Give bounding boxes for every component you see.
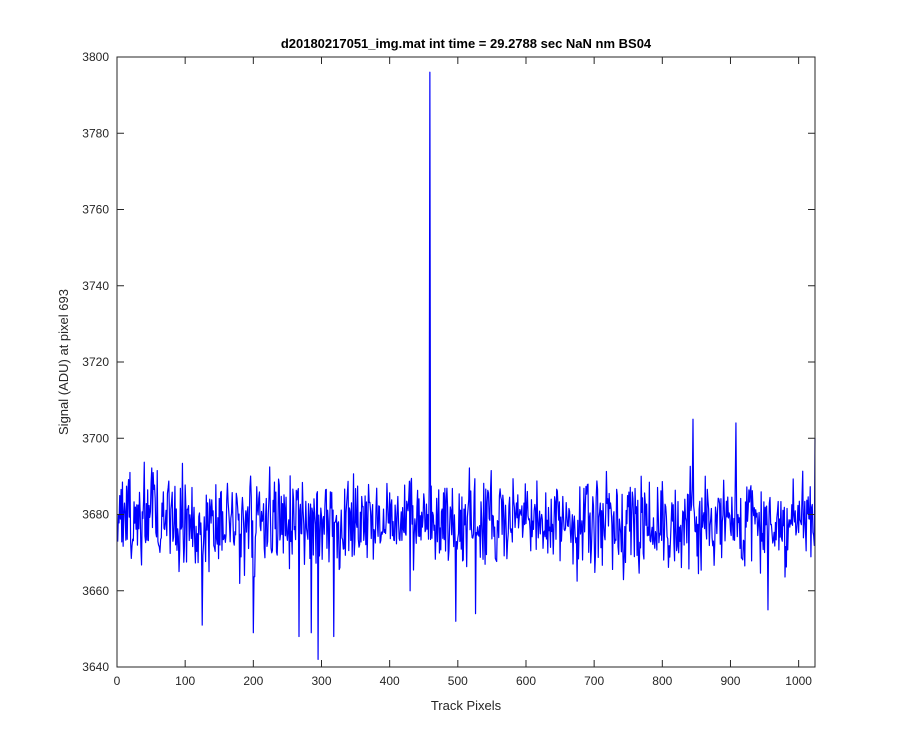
x-tick-label: 500 (448, 674, 468, 688)
y-tick-label: 3740 (82, 279, 109, 293)
y-axis-label: Signal (ADU) at pixel 693 (56, 289, 71, 435)
y-tick-label: 3700 (82, 431, 109, 445)
y-tick-label: 3800 (82, 50, 109, 64)
y-tick-label: 3660 (82, 584, 109, 598)
y-tick-label: 3720 (82, 355, 109, 369)
x-tick-label: 900 (720, 674, 740, 688)
x-axis: 0 100 200 300 400 500 600 700 800 900 1000 (114, 57, 812, 688)
x-tick-label: 0 (114, 674, 121, 688)
y-tick-label: 3640 (82, 660, 109, 674)
x-tick-label: 100 (175, 674, 195, 688)
y-tick-label: 3760 (82, 203, 109, 217)
signal-line (117, 71, 816, 660)
y-axis: 3640 3660 3680 3700 3720 3740 3760 3780 3800 (82, 50, 815, 674)
x-tick-label: 300 (311, 674, 331, 688)
axes-background (117, 57, 815, 667)
plot-area (116, 56, 816, 668)
x-tick-label: 400 (380, 674, 400, 688)
x-tick-label: 700 (584, 674, 604, 688)
x-tick-label: 200 (243, 674, 263, 688)
x-tick-label: 1000 (785, 674, 812, 688)
x-axis-label: Track Pixels (431, 698, 502, 713)
y-tick-label: 3680 (82, 508, 109, 522)
chart-title: d20180217051_img.mat int time = 29.2788 … (281, 36, 652, 51)
x-tick-label: 600 (516, 674, 536, 688)
y-tick-label: 3780 (82, 126, 109, 140)
x-tick-label: 800 (652, 674, 672, 688)
